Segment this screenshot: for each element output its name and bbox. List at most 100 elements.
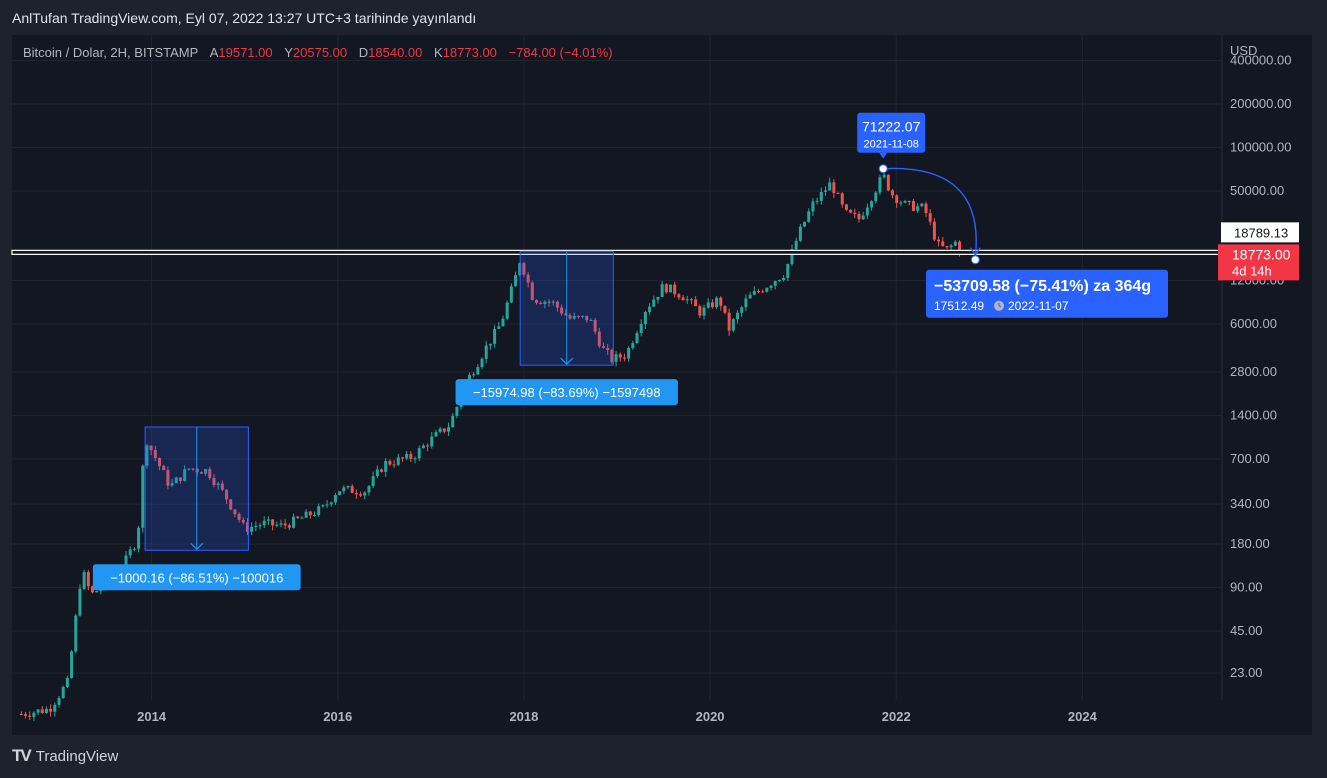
candle-body (953, 241, 957, 246)
candle-body (266, 519, 270, 521)
candle-body (844, 204, 848, 210)
candle-body (622, 357, 626, 359)
y-tick-label: 1400.00 (1230, 407, 1277, 422)
candle-body (162, 466, 166, 471)
candle-body (656, 296, 660, 300)
price-level-line (11, 249, 1223, 255)
candle-body (279, 523, 283, 525)
drawdown-label-box (92, 564, 301, 591)
candle-body (610, 350, 614, 362)
candle-body (501, 318, 505, 327)
candle-body (23, 714, 27, 716)
candle-body (681, 297, 685, 301)
candle-body (333, 495, 337, 503)
candle-body (798, 226, 802, 241)
candle-body (174, 477, 178, 484)
candle-body (660, 284, 664, 297)
candle-body (245, 522, 249, 532)
candle-body (790, 249, 794, 264)
candle-body (857, 213, 861, 220)
candle-body (602, 346, 606, 348)
candle-body (916, 206, 920, 211)
candle-body (380, 469, 384, 472)
y-tick-label: 50000.00 (1230, 183, 1284, 198)
candle-body (773, 281, 777, 286)
peak-point (878, 164, 888, 174)
y-tick-label: 700.00 (1230, 451, 1270, 466)
candle-body (903, 200, 907, 203)
low-value: 18540.00 (368, 45, 423, 60)
candle-body (95, 591, 99, 593)
candle-body (941, 241, 945, 246)
candle-body (924, 203, 928, 214)
candle-body (564, 313, 568, 316)
candle-body (442, 428, 446, 432)
candle-body (782, 277, 786, 280)
candle-body (350, 486, 354, 494)
candle-body (421, 445, 425, 449)
y-tick-label: 45.00 (1230, 623, 1263, 638)
time-axis: 2014 2016 2018 2020 2022 2024 (137, 709, 1097, 724)
candle-body (455, 406, 459, 416)
candle-body (359, 494, 363, 496)
candle-body (313, 514, 316, 516)
last-price-tag (1218, 244, 1299, 281)
projection-label-box (926, 269, 1168, 318)
level-line (11, 249, 1223, 255)
candle-body (199, 472, 203, 474)
candle-body (149, 445, 153, 451)
candle-body (677, 294, 681, 298)
candle-body (480, 358, 484, 368)
candle-body (505, 302, 509, 319)
candle-body (430, 436, 434, 447)
clock-hand (998, 302, 1002, 308)
candle-body (572, 316, 576, 319)
candle-body (958, 241, 962, 254)
current-price: 18789.13 (1234, 225, 1288, 240)
candle-body (543, 301, 547, 305)
candle-body (706, 302, 710, 308)
candle-body (945, 245, 949, 248)
candle-body (78, 588, 82, 616)
candle-body (53, 704, 57, 712)
last-price: 18773.00 (1232, 246, 1291, 262)
candle-body (40, 709, 44, 713)
price-axis: 400000.00200000.00100000.0050000.0012000… (1218, 52, 1299, 680)
candle-body (384, 460, 388, 472)
candle-body (413, 458, 417, 460)
candle-body (409, 453, 413, 460)
candle-body (723, 305, 727, 313)
currency-label: USD (1230, 43, 1258, 58)
candle-body (606, 347, 610, 351)
candle-body (811, 201, 815, 212)
projection-date: 2022-11-07 (1008, 299, 1069, 313)
candle-body (32, 712, 36, 717)
current-price-tag (1221, 222, 1299, 243)
y-tick-label: 340.00 (1230, 496, 1270, 511)
candle-body (225, 489, 229, 500)
candle-body (664, 284, 668, 293)
candle-body (229, 499, 233, 510)
candle-body (853, 212, 857, 214)
candle-body (673, 284, 677, 295)
candle-body (643, 311, 647, 325)
candle-body (237, 514, 241, 520)
tradingview-logo-icon: TV (12, 746, 32, 765)
candle-body (937, 239, 941, 242)
candle-body (392, 464, 396, 466)
candle-body (631, 343, 635, 348)
candle-body (710, 302, 714, 308)
symbol-name[interactable]: Bitcoin / Dolar, 2H, BITSTAMP (23, 45, 199, 60)
candle-body (82, 572, 86, 589)
countdown: 4d 14h (1232, 263, 1272, 278)
candle-body (748, 294, 752, 299)
candle-body (497, 326, 501, 329)
candle-body (233, 509, 237, 515)
candle-body (472, 374, 476, 376)
candle-body (371, 476, 375, 487)
candle-body (388, 460, 392, 465)
candle-body (756, 291, 760, 293)
candle-body (815, 200, 819, 202)
candle-body (438, 428, 442, 433)
